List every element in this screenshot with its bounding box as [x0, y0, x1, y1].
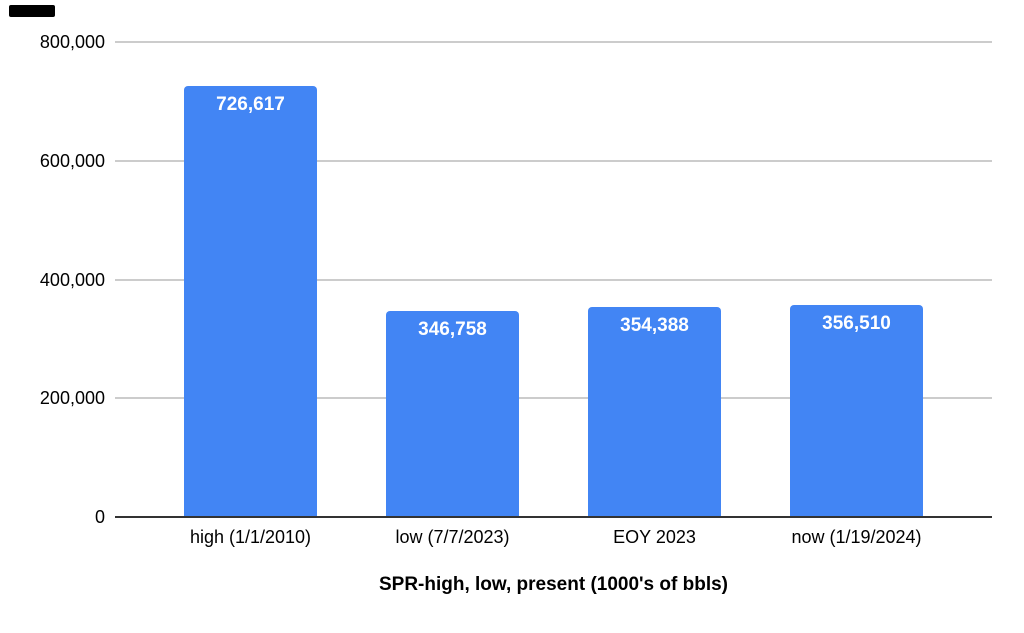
gridlines [115, 41, 992, 517]
bar-value-label: 356,510 [822, 313, 891, 335]
y-axis-tick-label: 0 [94, 507, 105, 527]
x-axis-tick-label: EOY 2023 [613, 527, 696, 547]
gridline [115, 397, 992, 400]
gridline [115, 41, 992, 43]
y-axis-tick-label: 400,000 [39, 269, 105, 290]
bar-value-label: 726,617 [216, 93, 285, 115]
y-axis-tick-label: 600,000 [39, 150, 105, 171]
screen-corner-artifact [9, 5, 55, 17]
bar-value-label: 354,388 [620, 314, 689, 336]
bar: 356,510 [790, 305, 923, 517]
bar: 726,617 [184, 85, 317, 517]
x-axis-title: SPR-high, low, present (1000's of bbls) [378, 574, 729, 595]
x-axis-labels: high (1/1/2010) low (7/7/2023) EOY 2023 now… [115, 527, 992, 548]
gridline [115, 159, 992, 162]
x-axis-tick-label: low (7/7/2023) [395, 527, 510, 547]
bar-value-label: 346,758 [418, 319, 487, 341]
y-axis-tick-label: 200,000 [39, 388, 105, 409]
y-axis-tick-label: 800,000 [39, 32, 105, 52]
x-axis-line [115, 516, 992, 518]
y-axis: 800,000 600,000 400,000 200,000 0 [0, 32, 105, 527]
gridline [115, 278, 992, 281]
x-axis-tick-label: now (1/19/2024) [791, 527, 922, 547]
bars-row: 726,617 346,758 354,388 356,510 [115, 42, 992, 517]
plot-area: 726,617 346,758 354,388 356,510 [115, 41, 992, 518]
bar: 346,758 [386, 311, 519, 517]
x-axis-tick-label: high (1/1/2010) [189, 527, 312, 547]
bar: 354,388 [588, 306, 721, 517]
